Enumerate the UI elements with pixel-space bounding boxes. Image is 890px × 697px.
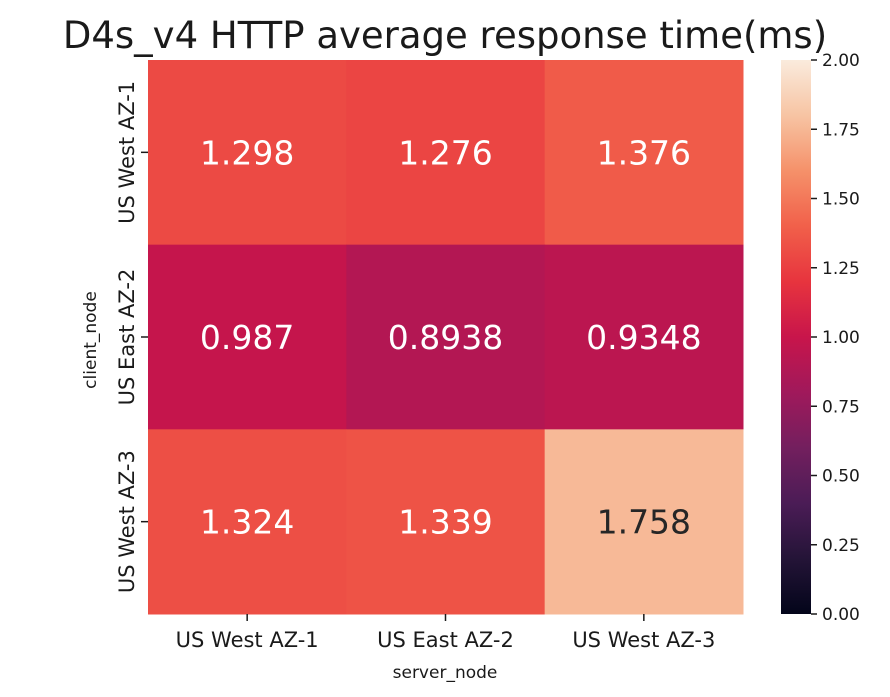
chart-title: D4s_v4 HTTP average response time(ms): [63, 14, 827, 57]
heatmap-cell-r2-c2: [544, 429, 744, 615]
cell-value-label-r1-c0: 0.987: [200, 318, 294, 357]
cell-value-label-r0-c2: 1.376: [597, 133, 691, 172]
colorbar: [781, 60, 811, 614]
x-tick-label-0: US West AZ-1: [176, 628, 319, 652]
heatmap-cell-r2-c1: [346, 429, 546, 615]
x-axis-label: server_node: [393, 663, 498, 683]
cell-value-label-r0-c0: 1.298: [200, 133, 294, 172]
y-tick-label-2: US West AZ-3: [115, 450, 139, 593]
cell-value-label-r1-c2: 0.9348: [586, 318, 701, 357]
cell-value-label-r2-c0: 1.324: [200, 503, 294, 542]
x-axis: US West AZ-1 US East AZ-2 US West AZ-3: [176, 614, 715, 652]
y-tick-label-1: US East AZ-2: [115, 269, 139, 406]
cell-value-label-r1-c1: 0.8938: [388, 318, 503, 357]
colorbar-tick-label-3: 0.75: [822, 397, 860, 417]
y-tick-label-0: US West AZ-1: [115, 81, 139, 224]
heatmap-cell-r1-c1: [346, 244, 546, 430]
colorbar-ticks: 0.00 0.25 0.50 0.75 1.00 1.25 1.50 1.75 2.00: [811, 51, 860, 625]
heatmap-cell-r2-c0: [148, 429, 347, 615]
y-axis: US West AZ-1 US East AZ-2 US West AZ-3: [115, 81, 148, 593]
heatmap-cell-r1-c2: [544, 244, 744, 430]
colorbar-tick-label-1: 0.25: [822, 536, 860, 556]
heatmap-cell-r0-c1: [346, 60, 546, 246]
colorbar-tick-label-4: 1.00: [822, 328, 860, 348]
cell-value-label-r2-c2: 1.758: [597, 503, 691, 542]
heatmap-cell-r1-c0: [148, 244, 347, 430]
cell-value-label-r0-c1: 1.276: [398, 133, 492, 172]
colorbar-tick-label-6: 1.50: [822, 190, 860, 210]
colorbar-tick-label-5: 1.25: [822, 259, 860, 279]
x-tick-label-1: US East AZ-2: [377, 628, 514, 652]
x-tick-label-2: US West AZ-3: [572, 628, 715, 652]
colorbar-tick-label-7: 1.75: [822, 120, 860, 140]
colorbar-tick-label-2: 0.50: [822, 467, 860, 487]
colorbar-tick-label-8: 2.00: [822, 51, 860, 71]
heatmap-cell-r0-c0: [148, 60, 347, 246]
cell-value-label-r2-c1: 1.339: [398, 503, 492, 542]
colorbar-tick-label-0: 0.00: [822, 605, 860, 625]
y-axis-label: client_node: [81, 291, 101, 389]
heatmap-cell-r0-c2: [544, 60, 744, 246]
heatmap-cells: 1.298 1.276 1.376 0.987 0.8938 0.9348 1.324 1.3…: [148, 60, 744, 615]
